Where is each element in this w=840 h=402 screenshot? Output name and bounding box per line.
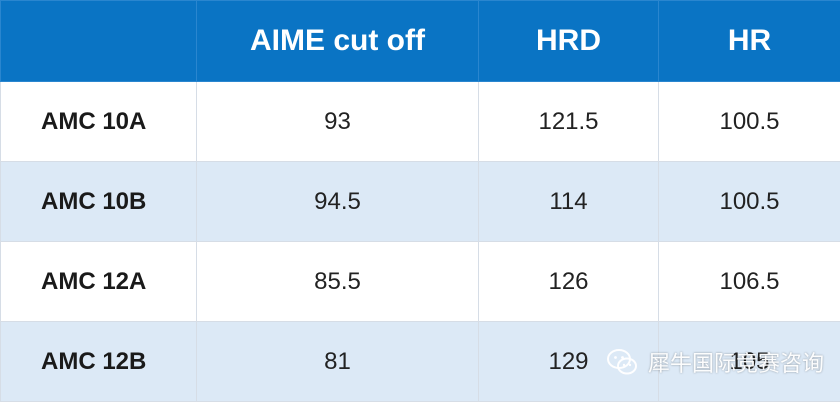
aime-cutoff-cell: 85.5 xyxy=(196,241,479,322)
table-row: AMC 12A 85.5 126 106.5 xyxy=(0,241,840,322)
aime-cutoff-cell: 93 xyxy=(196,81,479,162)
hr-cell: 100.5 xyxy=(658,81,840,162)
table-row: AMC 12B 81 129 105 xyxy=(0,321,840,402)
hr-cell: 105 xyxy=(658,321,840,402)
hr-cell: 100.5 xyxy=(658,161,840,242)
table-row: AMC 10A 93 121.5 100.5 xyxy=(0,81,840,162)
row-label: AMC 10A xyxy=(0,81,197,162)
hrd-cell: 129 xyxy=(478,321,659,402)
row-label: AMC 12B xyxy=(0,321,197,402)
aime-cutoff-cell: 94.5 xyxy=(196,161,479,242)
hr-cell: 106.5 xyxy=(658,241,840,322)
header-hrd: HRD xyxy=(478,0,659,82)
hrd-cell: 121.5 xyxy=(478,81,659,162)
row-label: AMC 10B xyxy=(0,161,197,242)
header-empty-cell xyxy=(0,0,197,82)
header-row: AIME cut off HRD HR xyxy=(0,0,840,82)
hrd-cell: 126 xyxy=(478,241,659,322)
table-row: AMC 10B 94.5 114 100.5 xyxy=(0,161,840,242)
hrd-cell: 114 xyxy=(478,161,659,242)
row-label: AMC 12A xyxy=(0,241,197,322)
header-aime-cutoff: AIME cut off xyxy=(196,0,479,82)
header-hr: HR xyxy=(658,0,840,82)
aime-cutoff-cell: 81 xyxy=(196,321,479,402)
